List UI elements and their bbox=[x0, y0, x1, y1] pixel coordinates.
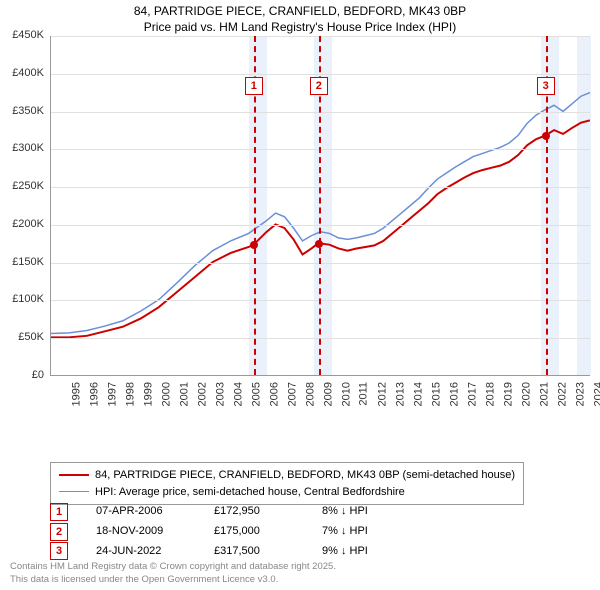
x-tick-label: 2014 bbox=[412, 382, 424, 406]
y-tick-label: £0 bbox=[0, 369, 44, 381]
x-tick-label: 2009 bbox=[322, 382, 334, 406]
x-tick-label: 2015 bbox=[430, 382, 442, 406]
event-date: 24-JUN-2022 bbox=[96, 542, 186, 562]
x-tick-label: 2019 bbox=[502, 382, 514, 406]
x-tick-label: 2017 bbox=[466, 382, 478, 406]
event-point-marker bbox=[315, 240, 323, 248]
x-tick-label: 2006 bbox=[268, 382, 280, 406]
x-tick-label: 2011 bbox=[358, 382, 370, 406]
legend-swatch-property bbox=[59, 474, 89, 476]
legend-label-property: 84, PARTRIDGE PIECE, CRANFIELD, BEDFORD,… bbox=[95, 467, 515, 484]
x-tick-label: 2008 bbox=[304, 382, 316, 406]
event-date: 07-APR-2006 bbox=[96, 502, 186, 522]
x-tick-label: 2000 bbox=[160, 382, 172, 406]
legend-row-hpi: HPI: Average price, semi-detached house,… bbox=[59, 484, 515, 501]
x-tick-label: 1998 bbox=[124, 382, 136, 406]
x-tick-label: 2003 bbox=[214, 382, 226, 406]
y-tick-label: £350K bbox=[0, 105, 44, 117]
x-tick-label: 2005 bbox=[250, 382, 262, 406]
y-tick-label: £400K bbox=[0, 67, 44, 79]
x-tick-label: 1995 bbox=[70, 382, 82, 406]
x-tick-label: 2010 bbox=[340, 382, 352, 406]
event-number-box: 2 bbox=[50, 523, 68, 541]
title-line-1: 84, PARTRIDGE PIECE, CRANFIELD, BEDFORD,… bbox=[0, 4, 600, 20]
title-line-2: Price paid vs. HM Land Registry's House … bbox=[0, 20, 600, 36]
x-tick-label: 1996 bbox=[88, 382, 100, 406]
x-tick-label: 2001 bbox=[178, 382, 190, 406]
x-tick-label: 2004 bbox=[232, 382, 244, 406]
event-diff: 9% ↓ HPI bbox=[322, 542, 422, 562]
x-tick-label: 2016 bbox=[448, 382, 460, 406]
legend: 84, PARTRIDGE PIECE, CRANFIELD, BEDFORD,… bbox=[50, 462, 524, 505]
event-row: 3 24-JUN-2022 £317,500 9% ↓ HPI bbox=[50, 542, 422, 562]
legend-row-property: 84, PARTRIDGE PIECE, CRANFIELD, BEDFORD,… bbox=[59, 467, 515, 484]
x-tick-label: 2002 bbox=[196, 382, 208, 406]
y-tick-label: £50K bbox=[0, 331, 44, 343]
event-number-box: 3 bbox=[50, 542, 68, 560]
event-row: 2 18-NOV-2009 £175,000 7% ↓ HPI bbox=[50, 522, 422, 542]
y-tick-label: £250K bbox=[0, 180, 44, 192]
x-tick-label: 2012 bbox=[376, 382, 388, 406]
footer-attribution: Contains HM Land Registry data © Crown c… bbox=[10, 561, 336, 586]
event-point-marker bbox=[250, 241, 258, 249]
x-tick-label: 2013 bbox=[394, 382, 406, 406]
chart-title: 84, PARTRIDGE PIECE, CRANFIELD, BEDFORD,… bbox=[0, 0, 600, 35]
y-tick-label: £450K bbox=[0, 29, 44, 41]
x-tick-label: 2022 bbox=[556, 382, 568, 406]
footer-line-2: This data is licensed under the Open Gov… bbox=[10, 574, 336, 586]
event-number-marker: 3 bbox=[537, 77, 555, 95]
event-price: £317,500 bbox=[214, 542, 294, 562]
x-tick-label: 2018 bbox=[484, 382, 496, 406]
x-tick-label: 2020 bbox=[520, 382, 532, 406]
event-diff: 7% ↓ HPI bbox=[322, 522, 422, 542]
legend-swatch-hpi bbox=[59, 491, 89, 492]
x-tick-label: 1999 bbox=[142, 382, 154, 406]
chart-area: £0 £50K £100K £150K £200K £250K £300K £350K £400… bbox=[0, 36, 600, 416]
events-table: 1 07-APR-2006 £172,950 8% ↓ HPI 2 18-NOV… bbox=[50, 502, 422, 561]
y-tick-label: £100K bbox=[0, 293, 44, 305]
event-number-marker: 2 bbox=[310, 77, 328, 95]
event-diff: 8% ↓ HPI bbox=[322, 502, 422, 522]
event-number-marker: 1 bbox=[245, 77, 263, 95]
footer-line-1: Contains HM Land Registry data © Crown c… bbox=[10, 561, 336, 573]
event-price: £172,950 bbox=[214, 502, 294, 522]
legend-label-hpi: HPI: Average price, semi-detached house,… bbox=[95, 484, 405, 501]
event-row: 1 07-APR-2006 £172,950 8% ↓ HPI bbox=[50, 502, 422, 522]
y-tick-label: £150K bbox=[0, 256, 44, 268]
event-price: £175,000 bbox=[214, 522, 294, 542]
x-tick-label: 2007 bbox=[286, 382, 298, 406]
event-point-marker bbox=[542, 132, 550, 140]
x-tick-label: 2024 bbox=[592, 382, 600, 406]
y-tick-label: £300K bbox=[0, 142, 44, 154]
x-tick-label: 2023 bbox=[574, 382, 586, 406]
y-tick-label: £200K bbox=[0, 218, 44, 230]
x-tick-label: 1997 bbox=[106, 382, 118, 406]
x-tick-label: 2021 bbox=[538, 382, 550, 406]
plot-area: 1 2 3 bbox=[50, 36, 590, 376]
event-number-box: 1 bbox=[50, 503, 68, 521]
event-date: 18-NOV-2009 bbox=[96, 522, 186, 542]
